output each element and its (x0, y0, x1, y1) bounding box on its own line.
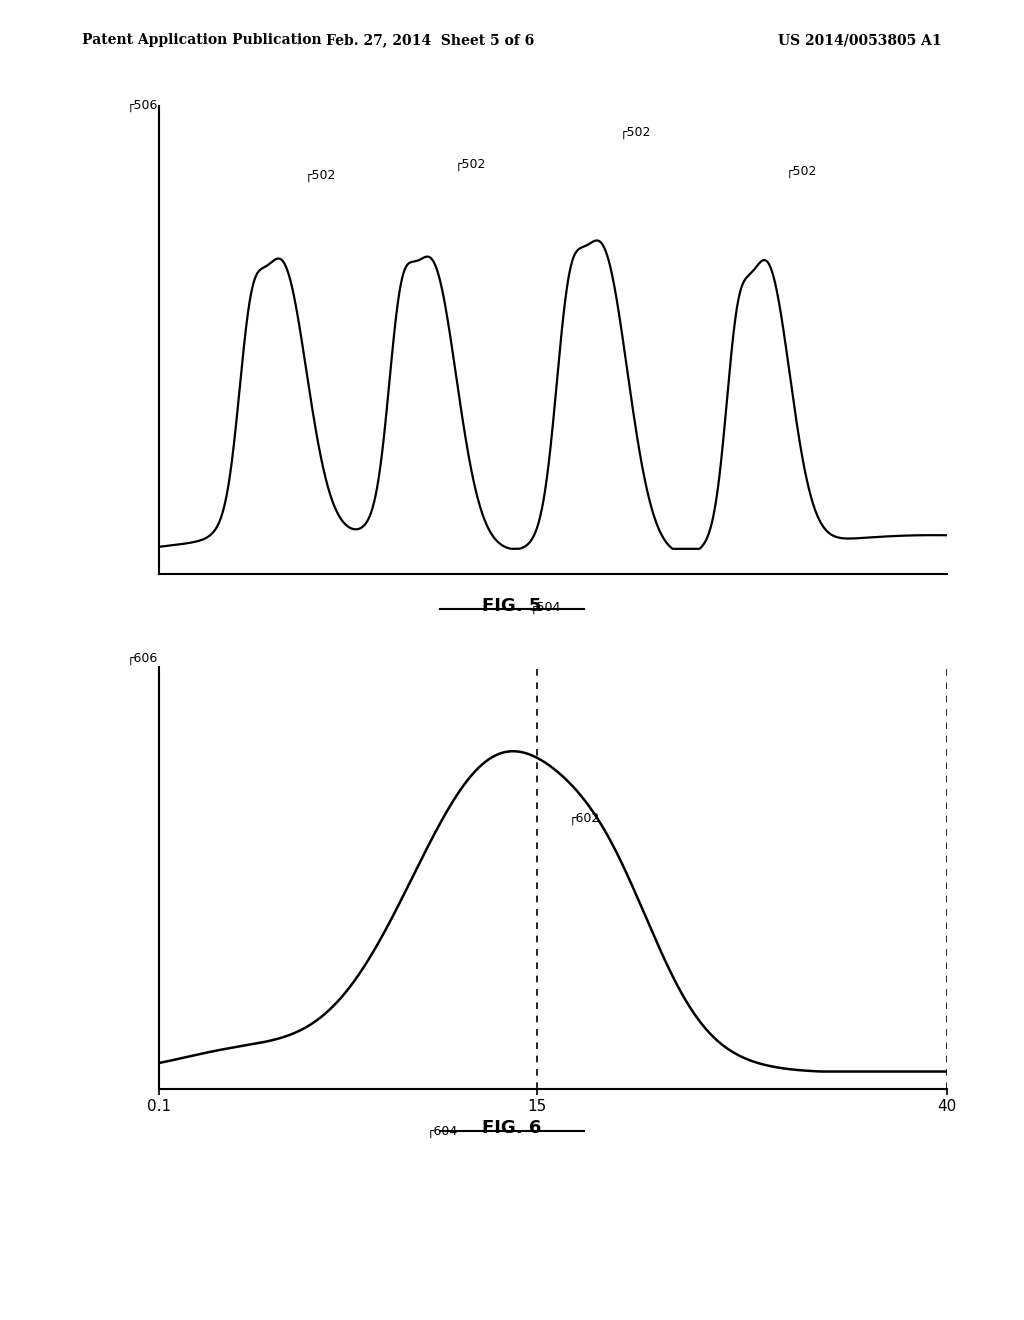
Text: ┌604: ┌604 (427, 1125, 458, 1138)
Text: ┌502: ┌502 (785, 165, 817, 178)
Text: FIG. 5: FIG. 5 (482, 597, 542, 615)
Text: ┌602: ┌602 (568, 812, 600, 825)
Text: ┌502: ┌502 (304, 169, 336, 182)
Text: Feb. 27, 2014  Sheet 5 of 6: Feb. 27, 2014 Sheet 5 of 6 (326, 33, 535, 48)
Text: ┌502: ┌502 (455, 157, 485, 170)
Text: ┌506: ┌506 (127, 99, 159, 112)
Text: ┌606: ┌606 (127, 652, 159, 665)
Text: FIG. 6: FIG. 6 (482, 1119, 542, 1138)
Text: ┌504: ┌504 (529, 601, 561, 614)
Text: ┌502: ┌502 (620, 127, 651, 140)
Text: US 2014/0053805 A1: US 2014/0053805 A1 (778, 33, 942, 48)
Text: Patent Application Publication: Patent Application Publication (82, 33, 322, 48)
